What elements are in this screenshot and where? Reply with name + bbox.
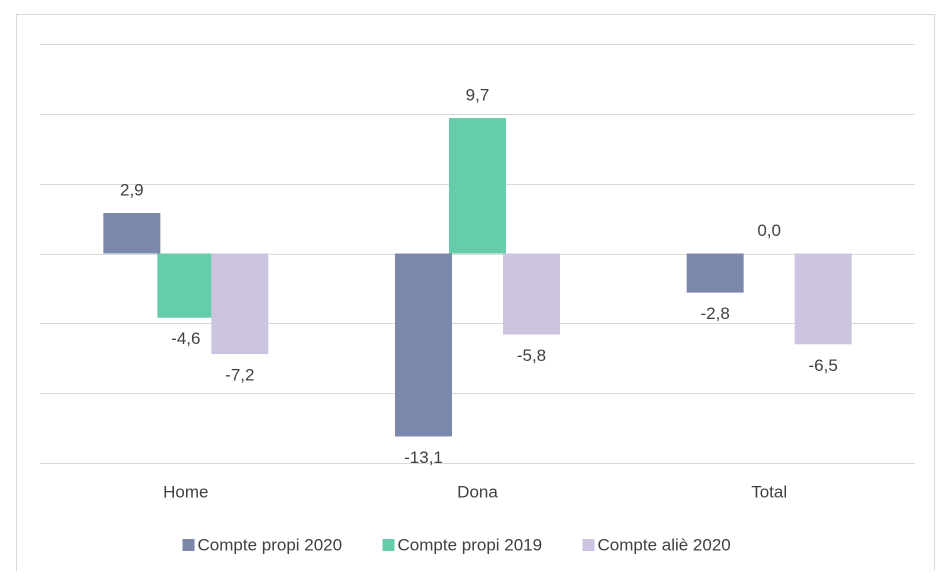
data-label: 2,9: [120, 180, 144, 199]
bar: [449, 118, 506, 254]
bar: [103, 212, 161, 254]
legend-label: Compte propi 2020: [198, 535, 343, 554]
x-tick-label: Home: [163, 482, 208, 501]
data-label: 9,7: [466, 86, 490, 105]
data-label: -5,8: [517, 346, 546, 365]
legend-label: Compte aliè 2020: [598, 535, 731, 554]
legend-swatch: [182, 539, 195, 551]
x-tick-label: Dona: [457, 482, 498, 501]
data-label: -4,6: [171, 329, 200, 348]
x-tick-label: Total: [751, 482, 787, 501]
data-label: -13,1: [404, 448, 443, 467]
bar: [686, 253, 744, 293]
legend-swatch: [582, 539, 595, 551]
data-label: -7,2: [225, 366, 254, 385]
data-label: -6,5: [809, 356, 838, 375]
bar: [157, 253, 215, 318]
bar: [794, 253, 852, 345]
legend-label: Compte propi 2019: [398, 535, 543, 554]
data-label: -2,8: [701, 304, 730, 323]
legend-swatch: [382, 539, 395, 551]
bar: [211, 253, 269, 355]
data-label: 0,0: [757, 221, 781, 240]
bar: [395, 253, 452, 437]
bar: [503, 253, 560, 335]
